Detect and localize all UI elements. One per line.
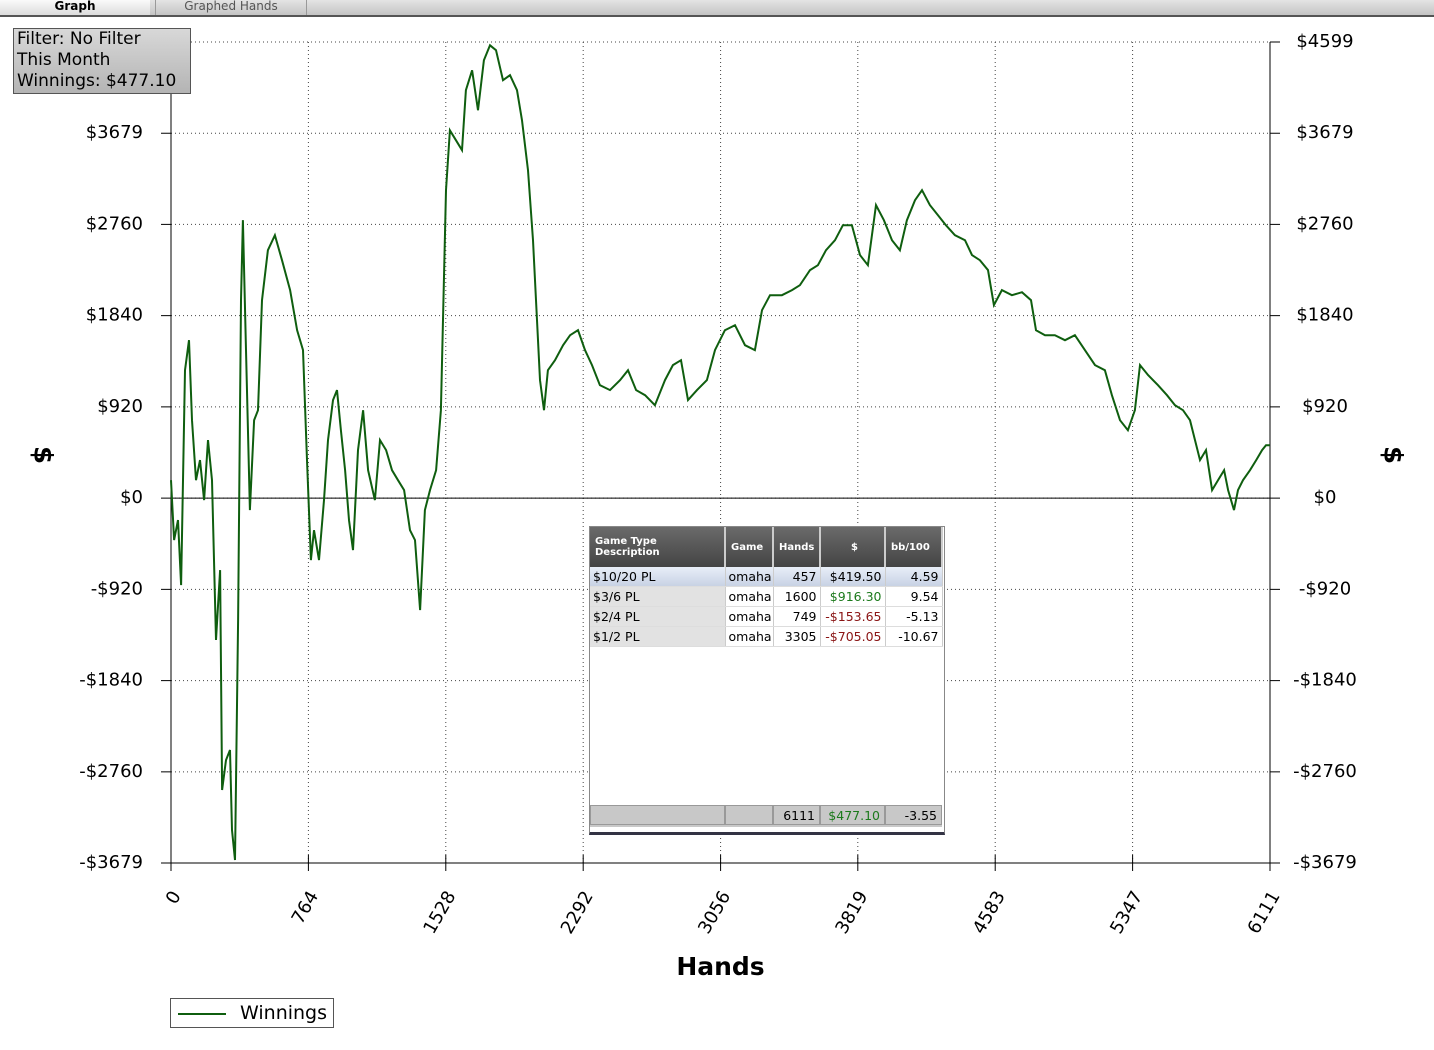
- header-cell[interactable]: Game Type Description: [590, 527, 726, 567]
- header-cell[interactable]: bb/100: [885, 527, 943, 567]
- filter-box: Filter: No Filter This Month Winnings: $…: [13, 28, 191, 94]
- cell: -10.67: [885, 626, 943, 647]
- y-tick-label: -$2760: [79, 761, 143, 782]
- y2-axis-label: $: [1378, 446, 1408, 464]
- row[interactable]: $10/20 PL omaha 457 $419.50 4.59: [590, 567, 943, 587]
- cell: $1/2 PL: [590, 626, 726, 647]
- y-tick-label: $2760: [86, 213, 143, 234]
- y2-tick-label: -$3679: [1293, 852, 1357, 873]
- tab-bar: Graph Graphed Hands: [0, 0, 1434, 17]
- cell: -$153.65: [820, 606, 886, 627]
- y2-tick-label: $3679: [1296, 122, 1353, 143]
- header-cell[interactable]: Hands: [773, 527, 821, 567]
- x-tick-label: 6111: [1244, 888, 1285, 938]
- cell: 749: [773, 606, 821, 627]
- header-cell[interactable]: $: [820, 527, 886, 567]
- x-axis-label: Hands: [676, 952, 764, 981]
- y-tick-label: $3679: [86, 122, 143, 143]
- x-tick-label: 5347: [1106, 888, 1147, 938]
- cell: 4.59: [885, 567, 943, 587]
- x-tick-label: 764: [288, 888, 323, 928]
- summary-table: Game Type Description Game Hands $ bb/10…: [589, 526, 945, 835]
- cell: omaha: [725, 567, 774, 587]
- x-tick-label: 0: [162, 888, 186, 908]
- cell: 6111: [773, 805, 820, 825]
- totals-row: 6111 $477.10 -3.55: [590, 805, 942, 827]
- cell: -5.13: [885, 606, 943, 627]
- y2-tick-label: $920: [1302, 396, 1348, 417]
- y2-tick-label: -$1840: [1293, 670, 1357, 691]
- y2-tick-label: $1840: [1296, 305, 1353, 326]
- cell: 457: [773, 567, 821, 587]
- y-tick-label: $1840: [86, 305, 143, 326]
- header-row: Game Type Description Game Hands $ bb/10…: [590, 527, 943, 567]
- y2-tick-label: -$920: [1299, 578, 1351, 599]
- cell: 9.54: [885, 586, 943, 607]
- cell: -3.55: [885, 805, 942, 825]
- y-tick-label: -$1840: [79, 670, 143, 691]
- legend: Winnings: [170, 998, 334, 1028]
- cell: 1600: [773, 586, 821, 607]
- legend-label: Winnings: [240, 1002, 328, 1024]
- filter-text: Filter: No Filter: [17, 29, 141, 49]
- tab[interactable]: Graph: [0, 0, 150, 15]
- y-axis-label: $: [28, 446, 58, 464]
- cell: omaha: [725, 586, 774, 607]
- table: Game Type Description Game Hands $ bb/10…: [590, 527, 943, 647]
- cell: -$705.05: [820, 626, 886, 647]
- y-tick-label: $0: [120, 487, 143, 508]
- y2-tick-label: $2760: [1296, 213, 1353, 234]
- cell: $10/20 PL: [590, 567, 726, 587]
- y2-tick-label: $0: [1314, 487, 1337, 508]
- y-tick-label: -$3679: [79, 852, 143, 873]
- cell: $2/4 PL: [590, 606, 726, 627]
- cell: [725, 805, 773, 825]
- cell: $916.30: [820, 586, 886, 607]
- x-tick-label: 3056: [694, 888, 735, 938]
- cell: omaha: [725, 606, 774, 627]
- cell: [590, 805, 725, 825]
- row[interactable]: $1/2 PL omaha 3305 -$705.05 -10.67: [590, 626, 943, 647]
- cell: $419.50: [820, 567, 886, 587]
- x-tick-label: 4583: [969, 888, 1010, 938]
- y-tick-label: $920: [97, 396, 143, 417]
- period-text: This Month: [17, 50, 111, 70]
- cell: 3305: [773, 626, 821, 647]
- legend-swatch: [178, 1013, 226, 1015]
- y-tick-label: -$920: [91, 578, 143, 599]
- x-tick-label: 3819: [831, 888, 872, 938]
- x-tick-label: 2292: [557, 888, 598, 938]
- header-cell[interactable]: Game: [725, 527, 774, 567]
- y2-tick-label: $4599: [1296, 31, 1353, 52]
- x-tick-label: 1528: [419, 888, 460, 938]
- line-series: [170, 43, 1270, 861]
- cell: $477.10: [820, 805, 885, 825]
- row[interactable]: $2/4 PL omaha 749 -$153.65 -5.13: [590, 606, 943, 627]
- row[interactable]: $3/6 PL omaha 1600 $916.30 9.54: [590, 586, 943, 607]
- cell: omaha: [725, 626, 774, 647]
- y2-tick-label: -$2760: [1293, 761, 1357, 782]
- cell: $3/6 PL: [590, 586, 726, 607]
- tab[interactable]: Graphed Hands: [155, 0, 307, 15]
- winnings-text: Winnings: $477.10: [17, 71, 177, 91]
